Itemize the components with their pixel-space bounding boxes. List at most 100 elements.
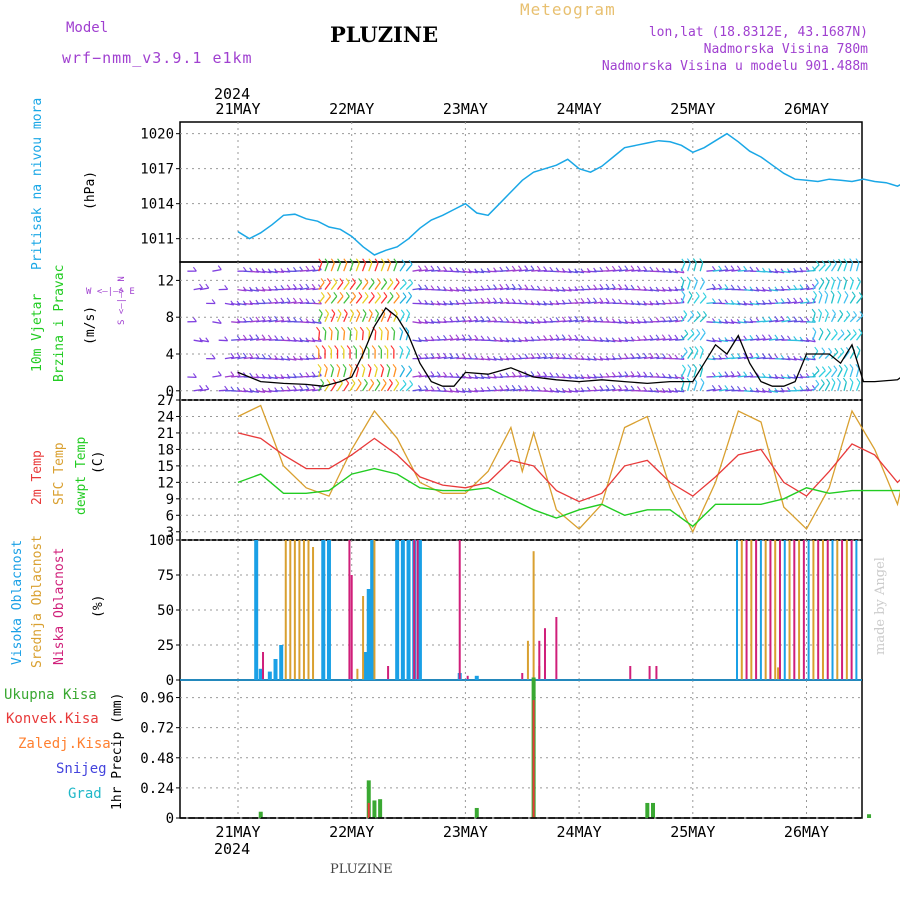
wind-barb: [750, 356, 760, 360]
wind-barb: [712, 339, 722, 343]
wind-barb: [418, 389, 428, 392]
wind-barb-flag: [836, 276, 841, 282]
wind-barb-flag: [402, 278, 407, 284]
wind-barb: [568, 270, 578, 274]
wind-barb-flag: [774, 354, 779, 359]
wind-y-tick-label: 4: [166, 347, 174, 363]
wind-barb-flag: [821, 260, 826, 266]
wind-barb: [224, 356, 234, 360]
wind-barb-flag: [724, 371, 729, 376]
wind-barb: [830, 294, 835, 304]
wind-barb-flag: [530, 353, 535, 358]
wind-barb: [281, 357, 291, 361]
wind-barb-flag: [718, 298, 723, 304]
wind-barb-flag: [852, 329, 857, 334]
wind-barb: [199, 339, 209, 343]
wind-barb-flag: [218, 386, 221, 390]
wind-barb: [824, 351, 832, 360]
wind-barb: [824, 313, 829, 323]
wind-barb-flag: [543, 352, 547, 358]
wind-barb: [468, 270, 478, 274]
wind-barb-flag: [311, 371, 316, 377]
wind-barb: [474, 301, 485, 305]
wind-barb-flag: [274, 298, 279, 303]
cloud-bar: [648, 666, 651, 680]
wind-barb: [481, 301, 491, 305]
wind-barb: [318, 382, 325, 392]
wind-barb: [756, 338, 766, 341]
wind-barb-flag: [280, 316, 285, 321]
cloud-bar: [821, 540, 824, 680]
wind-barb-flag: [836, 377, 841, 383]
wind-barb-flag: [468, 354, 472, 359]
wind-barb: [824, 382, 831, 392]
wind-barb-flag: [424, 353, 429, 359]
wind-barb: [468, 390, 478, 393]
wind-barb-flag: [424, 385, 429, 391]
wind-barb-flag: [636, 371, 641, 376]
wind-barb-flag: [286, 316, 291, 322]
wind-barb: [243, 390, 253, 393]
temperature-y-tick-label: 27: [157, 393, 174, 409]
wind-barb-flag: [337, 309, 342, 314]
wind-barb-flag: [205, 337, 210, 343]
wind-barb: [306, 287, 316, 291]
wind-barb-flag: [192, 373, 197, 378]
wind-barb: [587, 357, 597, 361]
wind-barb: [662, 270, 672, 274]
wind-barb: [343, 262, 348, 272]
wind-barb: [386, 282, 394, 290]
wind-barb-flag: [350, 309, 354, 314]
wind-barb-flag: [655, 352, 660, 358]
wind-barb: [237, 356, 247, 360]
wind-barb-flag: [827, 365, 832, 371]
wind-barb: [518, 288, 528, 291]
wind-barb: [274, 319, 284, 323]
wind-barb: [562, 288, 572, 292]
wind-barb-flag: [225, 371, 228, 375]
wind-barb: [662, 288, 672, 292]
wind-barb-flag: [605, 266, 610, 272]
wind-barb-flag: [830, 276, 835, 282]
cloud-y-tick-label: 25: [157, 638, 174, 654]
wind-barb: [699, 349, 704, 359]
wind-barb: [330, 368, 335, 378]
temperature-y-tick-label: 6: [166, 508, 174, 524]
wind-barb-flag: [530, 371, 535, 376]
wind-barb: [287, 357, 297, 361]
wind-barb-flag: [364, 278, 369, 283]
wind-barb-flag: [680, 374, 685, 379]
wind-barb: [562, 390, 572, 393]
cloud-bar: [774, 540, 777, 680]
wind-barb: [468, 338, 478, 341]
wind-y-tick-label: 0: [166, 384, 174, 400]
precip-y-tick-label: 0.96: [140, 691, 174, 707]
wind-barb: [787, 301, 797, 305]
cloud-bar: [812, 540, 815, 680]
wind-barb: [462, 270, 472, 274]
wind-barb-flag: [311, 384, 316, 390]
wind-barb: [537, 356, 547, 360]
wind-barb: [562, 376, 572, 379]
wind-barb: [837, 294, 842, 304]
wind-barb-flag: [461, 334, 466, 339]
cloud-bar: [740, 540, 743, 680]
wind-barb-flag: [505, 385, 510, 390]
wind-barb-flag: [206, 319, 209, 323]
wind-barb-flag: [511, 265, 516, 271]
cloud-bar: [798, 540, 801, 680]
wind-barb: [399, 263, 406, 272]
wind-barb-flag: [683, 347, 688, 353]
wind-barb: [650, 356, 660, 360]
wind-barb: [368, 262, 373, 272]
wind-barb-flag: [730, 385, 735, 391]
wind-barb: [405, 263, 413, 272]
wind-barb: [718, 287, 728, 291]
wind-barb: [643, 338, 653, 341]
wind-barb: [781, 319, 791, 323]
wind-barb: [725, 339, 735, 342]
wind-barb: [318, 368, 322, 378]
wind-barb-flag: [851, 291, 856, 297]
wind-barb-flag: [337, 258, 342, 264]
wind-barb-flag: [624, 284, 629, 289]
